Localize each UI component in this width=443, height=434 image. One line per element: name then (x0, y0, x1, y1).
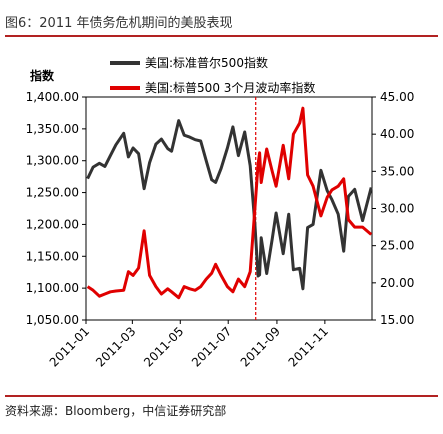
right-tick-label: 40.00 (380, 127, 414, 141)
x-tick-label: 2011-07 (189, 324, 234, 369)
series-line-1 (86, 106, 373, 300)
left-tick-label: 1,050.00 (26, 313, 79, 327)
series-lines (86, 97, 373, 320)
right-tick-label: 25.00 (380, 239, 414, 253)
left-tick-label: 1,100.00 (26, 281, 79, 295)
legend: 美国:标准普尔500指数 美国:标普500 3个月波动率指数 (110, 55, 315, 95)
left-tick-label: 1,400.00 (26, 90, 79, 104)
series-line-0 (86, 119, 373, 291)
line-chart: 1,400.00 1,350.00 1,300.00 1,250.00 1,200.00… (26, 55, 415, 370)
x-tick-label: 2011-03 (93, 324, 138, 369)
left-tick-label: 1,250.00 (26, 186, 79, 200)
left-axis-ticks: 1,400.00 1,350.00 1,300.00 1,250.00 1,200.00… (26, 90, 86, 327)
left-tick-label: 1,200.00 (26, 217, 79, 231)
figure-title: 图6：2011 年债务危机期间的美股表现 (5, 16, 233, 31)
right-tick-label: 35.00 (380, 164, 414, 178)
right-tick-label: 30.00 (380, 202, 414, 216)
source-note: 资料来源：Bloomberg，中信证券研究部 (5, 404, 227, 418)
right-tick-label: 20.00 (380, 276, 414, 290)
left-tick-label: 1,350.00 (26, 122, 79, 136)
x-tick-label: 2011-05 (141, 324, 186, 369)
left-axis-label: 指数 (30, 68, 55, 83)
right-axis-ticks: 45.00 40.00 35.00 30.00 25.00 20.00 15.00 (372, 90, 414, 327)
x-axis-ticks: 2011-01 2011-03 2011-05 2011-07 2011-09 2011-… (47, 320, 331, 370)
x-tick-label: 2011-11 (286, 324, 331, 369)
source-rule (5, 395, 438, 397)
title-rule (5, 35, 438, 37)
left-tick-label: 1,150.00 (26, 249, 79, 263)
x-tick-label: 2011-01 (47, 324, 92, 369)
right-tick-label: 15.00 (380, 313, 414, 327)
legend-label-sp500: 美国:标准普尔500指数 (145, 55, 268, 70)
legend-label-vix: 美国:标普500 3个月波动率指数 (145, 80, 315, 95)
x-tick-label: 2011-09 (238, 324, 283, 369)
right-tick-label: 45.00 (380, 90, 414, 104)
left-tick-label: 1,300.00 (26, 154, 79, 168)
